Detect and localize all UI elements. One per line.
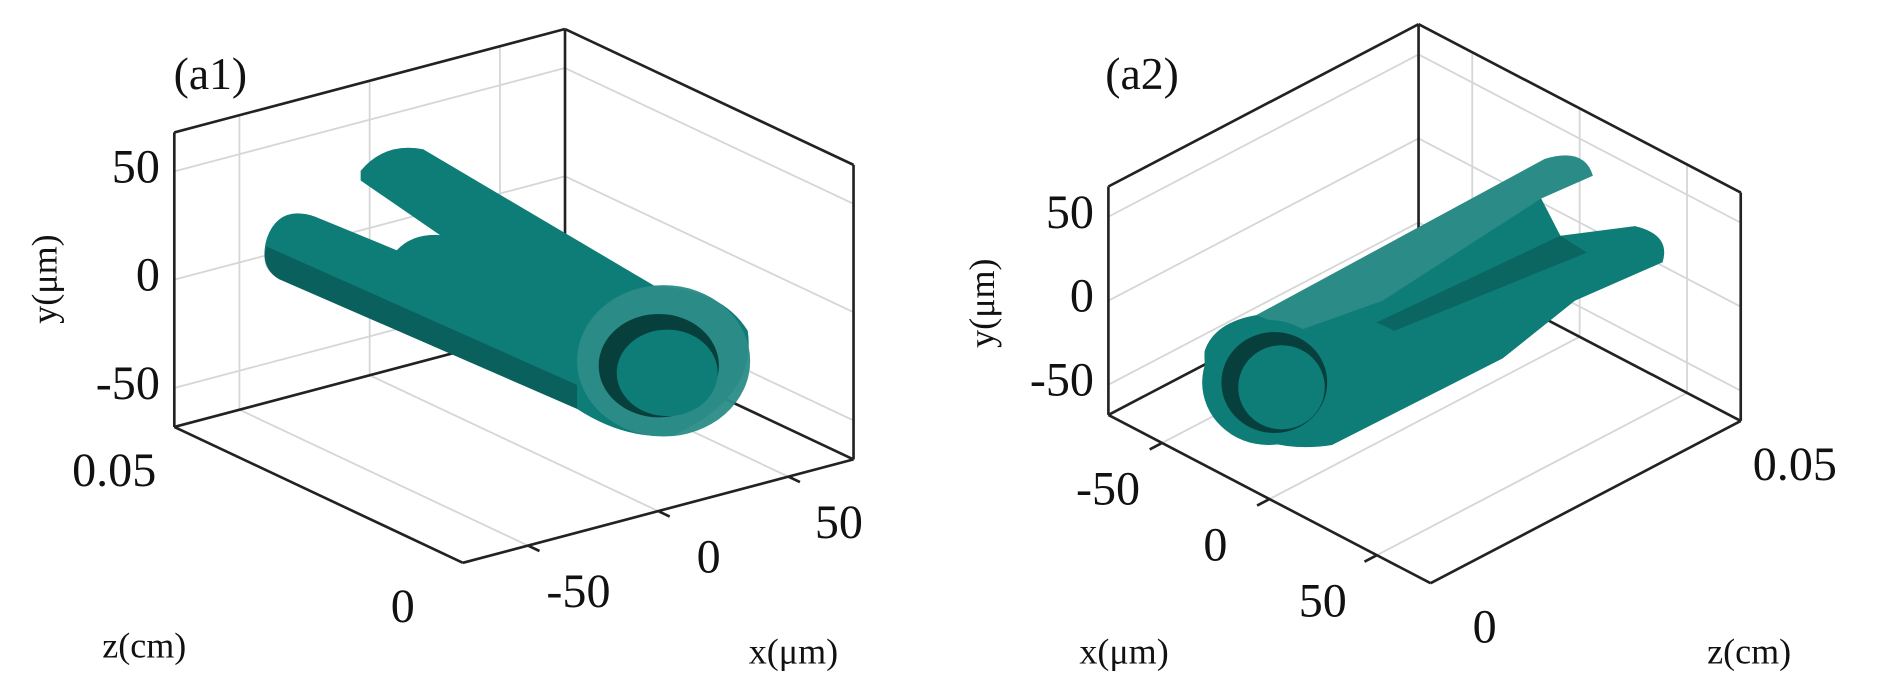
y-tick-label: -50 bbox=[1030, 354, 1094, 407]
box-edge bbox=[1429, 419, 1742, 585]
tube-core bbox=[616, 329, 718, 417]
x-axis-label: x(μm) bbox=[1079, 632, 1168, 672]
x-tick-mark bbox=[1149, 441, 1163, 451]
z-axis-label: z(cm) bbox=[102, 626, 186, 666]
grid-line bbox=[564, 175, 854, 313]
grid-line bbox=[1269, 335, 1581, 500]
x-tick-mark bbox=[1363, 554, 1378, 563]
box-edge bbox=[1107, 23, 1420, 188]
grid-line bbox=[564, 67, 854, 205]
z-axis-label: z(cm) bbox=[1707, 632, 1791, 672]
grid-line bbox=[1107, 53, 1419, 218]
x-tick-label: -50 bbox=[546, 565, 610, 618]
z-tick-label: 0 bbox=[1473, 600, 1497, 653]
x-axis-label: x(μm) bbox=[749, 632, 838, 672]
x-tick-label: 50 bbox=[815, 496, 863, 549]
x-tick-label: 0 bbox=[1203, 519, 1227, 572]
tube-shade bbox=[1256, 155, 1593, 331]
y-axis-label: y(μm) bbox=[962, 258, 1002, 347]
x-tick-label: -50 bbox=[1076, 462, 1140, 515]
grid-line bbox=[239, 408, 529, 547]
panel-title: (a1) bbox=[174, 48, 248, 99]
y-tick-label: 0 bbox=[1070, 270, 1094, 323]
x-tick-mark bbox=[1256, 497, 1271, 507]
box-edge bbox=[173, 27, 566, 134]
y-tick-label: 0 bbox=[136, 249, 160, 302]
box-edge bbox=[173, 425, 464, 564]
x-tick-mark bbox=[787, 475, 801, 484]
x-tick-mark bbox=[527, 544, 541, 553]
panel-title: (a2) bbox=[1105, 48, 1179, 99]
x-tick-label: 50 bbox=[1299, 575, 1347, 628]
z-tick-label: 0.05 bbox=[1753, 438, 1837, 491]
box-edge bbox=[1417, 23, 1742, 194]
box-edge bbox=[564, 27, 855, 167]
grid-line bbox=[1107, 137, 1419, 302]
surface-a2 bbox=[1202, 155, 1665, 448]
tube-core bbox=[1238, 345, 1325, 430]
grid-line bbox=[369, 374, 659, 512]
labels: -50 0 50 -50 0 50 0 0.05 (a1) y(μm) z(cm) x(μm) -50 0… bbox=[24, 48, 1837, 672]
z-tick-label: 0 bbox=[391, 580, 415, 633]
tube-shade bbox=[264, 246, 578, 409]
surface-a1 bbox=[264, 147, 751, 437]
branch-split bbox=[1376, 235, 1587, 331]
x-tick-mark bbox=[657, 509, 671, 518]
y-axis-label: y(μm) bbox=[24, 234, 64, 323]
y-tick-label: 50 bbox=[1046, 186, 1094, 239]
x-tick-label: 0 bbox=[697, 531, 721, 584]
grid-line bbox=[1107, 221, 1419, 386]
z-tick-label: 0.05 bbox=[72, 444, 156, 497]
grid-line bbox=[1376, 392, 1688, 556]
y-tick-label: -50 bbox=[96, 357, 160, 410]
y-tick-label: 50 bbox=[112, 140, 160, 193]
